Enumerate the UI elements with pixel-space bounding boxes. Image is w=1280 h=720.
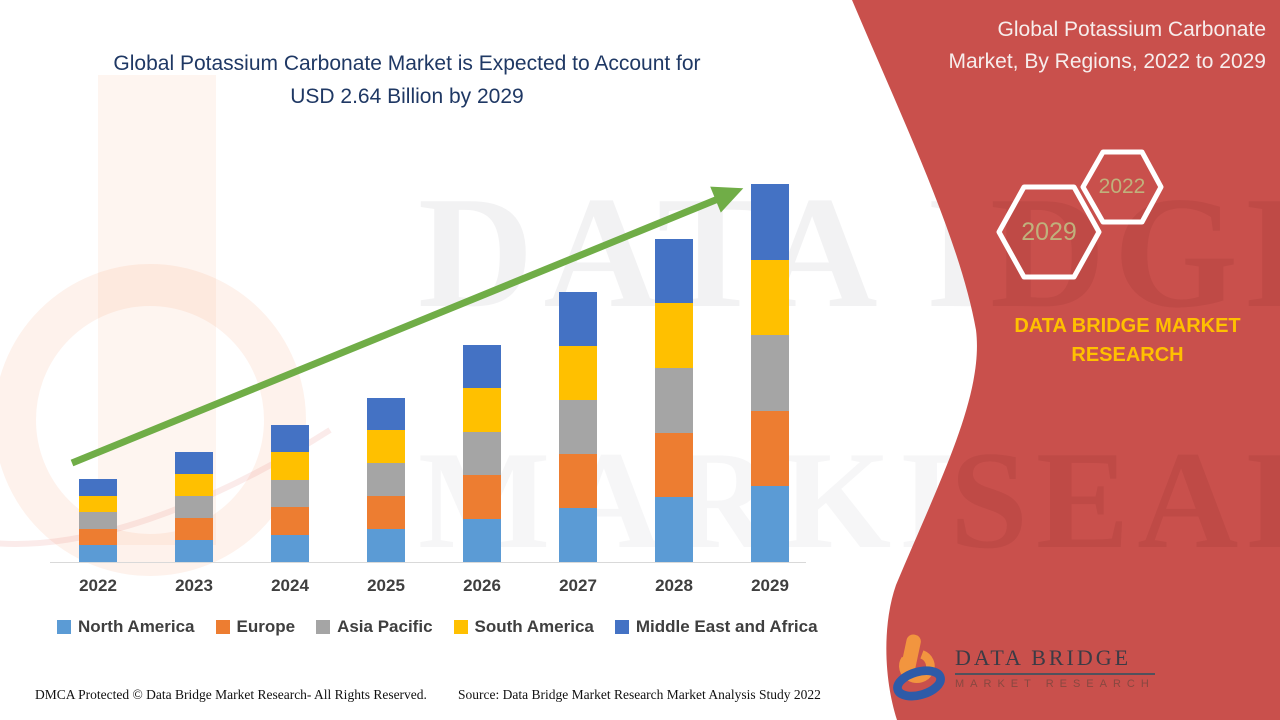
bar-2029-segment-middle-east-and-africa xyxy=(751,184,789,260)
bar-2024-segment-asia-pacific xyxy=(271,479,309,507)
x-axis-label-2022: 2022 xyxy=(79,576,117,595)
panel-title-line1: Global Potassium Carbonate xyxy=(997,18,1266,41)
watermark-text-bottom: MARKET RE xyxy=(418,423,1280,578)
bar-2026-segment-north-america xyxy=(463,518,501,562)
legend-swatch-south-america xyxy=(453,620,468,634)
hex-year-2029: 2029 xyxy=(1021,218,1077,246)
bar-2028-segment-south-america xyxy=(655,303,693,368)
bar-2025-segment-middle-east-and-africa xyxy=(367,397,405,431)
bar-2029-segment-asia-pacific xyxy=(751,335,789,411)
bar-2026-segment-south-america xyxy=(463,388,501,432)
bar-2022 xyxy=(79,479,117,562)
x-axis-label-2023: 2023 xyxy=(175,576,213,595)
bar-2025-segment-north-america xyxy=(367,529,405,562)
bar-2026-segment-middle-east-and-africa xyxy=(463,344,501,388)
bar-2025-segment-europe xyxy=(367,496,405,530)
bar-2023 xyxy=(175,451,213,562)
bar-2022-segment-south-america xyxy=(79,495,117,513)
chart-title-line1: Global Potassium Carbonate Market is Exp… xyxy=(113,52,701,75)
legend-swatch-europe xyxy=(215,620,230,634)
bar-2023-segment-asia-pacific xyxy=(175,495,213,518)
bar-2028-segment-north-america xyxy=(655,497,693,562)
bar-2027-segment-north-america xyxy=(559,507,597,562)
x-axis-label-2029: 2029 xyxy=(751,576,789,595)
bar-2022-segment-middle-east-and-africa xyxy=(79,479,117,496)
panel-watermark-bottom: SEARCH xyxy=(950,423,1280,578)
legend-swatch-middle-east-and-africa xyxy=(614,620,629,634)
bar-2029-segment-north-america xyxy=(751,486,789,562)
logo-title: DATA BRIDGE xyxy=(955,645,1155,675)
legend-swatch-asia-pacific xyxy=(316,620,331,634)
legend-label-middle-east-and-africa: Middle East and Africa xyxy=(635,617,818,636)
legend-label-north-america: North America xyxy=(78,617,195,636)
bar-2028-segment-europe xyxy=(655,432,693,498)
bar-2022-segment-asia-pacific xyxy=(79,512,117,529)
x-axis-label-2024: 2024 xyxy=(271,576,309,595)
bar-2027-segment-asia-pacific xyxy=(559,399,597,454)
x-axis-label-2027: 2027 xyxy=(559,576,597,595)
legend-item-south-america: South America xyxy=(453,617,594,637)
chart-legend: North America Europe Asia Pacific South Ame… xyxy=(57,617,818,637)
legend-item-north-america: North America xyxy=(57,617,195,637)
bar-2026-segment-europe xyxy=(463,475,501,519)
bar-2025-segment-asia-pacific xyxy=(367,463,405,497)
source-note: Source: Data Bridge Market Research Mark… xyxy=(458,687,821,702)
bar-2024-segment-europe xyxy=(271,507,309,535)
chart-title: Global Potassium Carbonate Market is Exp… xyxy=(0,47,814,113)
bar-2027-segment-south-america xyxy=(559,345,597,400)
bar-2024-segment-middle-east-and-africa xyxy=(271,424,309,452)
legend-label-south-america: South America xyxy=(474,617,594,636)
legend-item-europe: Europe xyxy=(215,617,296,637)
bar-2024-segment-north-america xyxy=(271,534,309,562)
logo-subtitle: MARKET RESEARCH xyxy=(955,677,1155,690)
company-logo: DATA BRIDGE MARKET RESEARCH xyxy=(893,632,1155,702)
bar-2027 xyxy=(559,291,597,562)
bar-2027-segment-europe xyxy=(559,453,597,508)
bar-2029-segment-europe xyxy=(751,410,789,487)
bar-2022-segment-north-america xyxy=(79,545,117,562)
chart-title-line2: USD 2.64 Billion by 2029 xyxy=(290,85,524,108)
bar-2029 xyxy=(751,184,789,562)
bar-2023-segment-north-america xyxy=(175,539,213,562)
panel-title: Global Potassium Carbonate Market, By Re… xyxy=(876,14,1266,78)
legend-label-europe: Europe xyxy=(236,617,296,636)
legend-item-asia-pacific: Asia Pacific xyxy=(316,617,433,637)
bar-2024 xyxy=(271,424,309,562)
bar-2027-segment-middle-east-and-africa xyxy=(559,291,597,346)
panel-title-line2: Market, By Regions, 2022 to 2029 xyxy=(948,50,1266,73)
brand-name-line2: RESEARCH xyxy=(1071,344,1184,366)
bar-2023-segment-middle-east-and-africa xyxy=(175,451,213,474)
bar-2029-segment-south-america xyxy=(751,259,789,336)
x-axis-label-2028: 2028 xyxy=(655,576,693,595)
x-axis-label-2025: 2025 xyxy=(367,576,405,595)
bar-2028-segment-middle-east-and-africa xyxy=(655,238,693,304)
legend-item-middle-east-and-africa: Middle East and Africa xyxy=(614,617,818,637)
dmca-notice: DMCA Protected © Data Bridge Market Rese… xyxy=(35,687,427,702)
bar-2024-segment-south-america xyxy=(271,452,309,480)
bar-2025 xyxy=(367,397,405,562)
bar-2023-segment-europe xyxy=(175,517,213,540)
hex-year-2022: 2022 xyxy=(1098,175,1146,198)
brand-name: DATA BRIDGE MARKET RESEARCH xyxy=(985,312,1270,370)
legend-label-asia-pacific: Asia Pacific xyxy=(337,617,433,636)
x-axis-line xyxy=(50,562,806,563)
bar-2023-segment-south-america xyxy=(175,473,213,496)
bar-2028 xyxy=(655,238,693,562)
bar-2022-segment-europe xyxy=(79,528,117,546)
bar-2026 xyxy=(463,344,501,562)
brand-name-line1: DATA BRIDGE MARKET xyxy=(1014,315,1241,337)
bar-2026-segment-asia-pacific xyxy=(463,431,501,475)
company-logo-icon xyxy=(893,634,945,701)
legend-swatch-north-america xyxy=(57,620,71,634)
bar-2025-segment-south-america xyxy=(367,430,405,464)
x-axis-label-2026: 2026 xyxy=(463,576,501,595)
bar-2028-segment-asia-pacific xyxy=(655,367,693,433)
